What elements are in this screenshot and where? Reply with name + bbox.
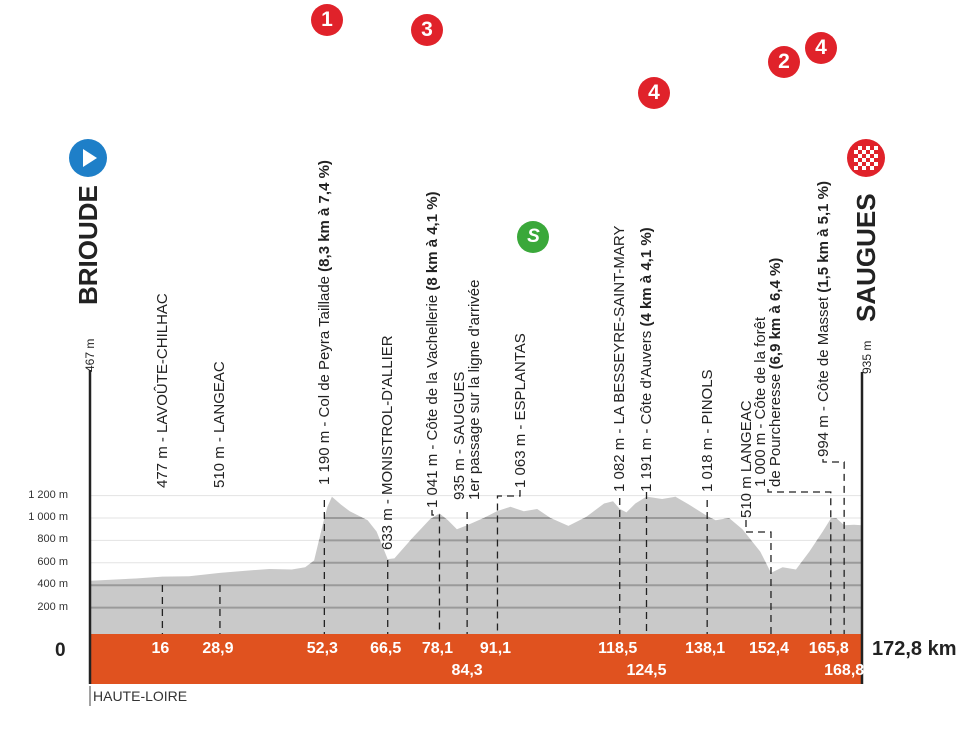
waypoint-name-line2: de Pourcheresse bbox=[767, 373, 784, 487]
elevation-profile-area bbox=[91, 496, 862, 634]
waypoint-name: 994 m - Côte de Masset bbox=[814, 296, 832, 457]
waypoint-dashed-line bbox=[745, 520, 772, 634]
waypoint-name: 1 063 m - ESPLANTAS bbox=[511, 333, 529, 488]
waypoint-name: 1 191 m - Côte d'Auvers bbox=[637, 330, 655, 492]
climb-category-badge: 4 bbox=[805, 32, 837, 64]
waypoint-name: 510 m - LANGEAC bbox=[211, 361, 229, 488]
waypoint-label: 1 190 m - Col de Peyra Taillade (8,3 km … bbox=[315, 160, 333, 485]
waypoint-label: 1 063 m - ESPLANTAS bbox=[511, 333, 529, 488]
waypoint-label: 935 m - SAUGUES 1er passage sur la ligne … bbox=[451, 279, 484, 501]
start-town-name: BRIOUDE bbox=[73, 185, 103, 305]
y-tick-label: 800 m bbox=[37, 533, 68, 546]
waypoint-label: 1 041 m - Côte de la Vachellerie (8 km à… bbox=[423, 191, 441, 508]
y-tick-label: 200 m bbox=[37, 600, 68, 613]
start-altitude: 467 m bbox=[83, 338, 97, 372]
waypoint-dashed-line bbox=[767, 489, 832, 634]
y-tick-label: 1 200 m bbox=[28, 488, 68, 501]
climb-stats: (4 km à 4,1 %) bbox=[637, 227, 655, 327]
sprint-icon: S bbox=[517, 221, 550, 253]
waypoint-dashed-line bbox=[431, 510, 441, 634]
y-tick-label: 600 m bbox=[37, 555, 68, 568]
waypoint-dashed-line bbox=[496, 490, 521, 634]
finish-checkered-flag-icon bbox=[847, 139, 885, 177]
waypoint-name: 633 m - MONISTROL-D'ALLIER bbox=[379, 335, 397, 550]
region-label: HAUTE-LOIRE bbox=[93, 688, 188, 704]
waypoint-label: 633 m - MONISTROL-D'ALLIER bbox=[379, 335, 397, 550]
climb-stats: (8,3 km à 7,4 %) bbox=[315, 160, 333, 272]
km-label: 91,1 bbox=[479, 640, 512, 657]
km-label: 78,1 bbox=[421, 640, 454, 657]
waypoint-label: 1 191 m - Côte d'Auvers (4 km à 4,1 %) bbox=[637, 227, 655, 492]
finish-town-name: SAUGUES bbox=[851, 193, 881, 322]
waypoint-name-line2: 1er passage sur la ligne d'arrivée bbox=[466, 279, 484, 501]
km-label: 84,3 bbox=[451, 662, 483, 679]
km-label: 138,1 bbox=[685, 640, 726, 657]
play-triangle-icon bbox=[83, 149, 97, 167]
climb-stats: (1,5 km à 5,1 %) bbox=[814, 181, 832, 293]
total-distance-label: 172,8 km bbox=[872, 638, 957, 660]
checkered-flag-icon bbox=[854, 146, 878, 170]
climb-stats: (8 km à 4,1 %) bbox=[423, 191, 441, 291]
waypoint-name: 477 m - LAVOÛTE-CHILHAC bbox=[153, 293, 171, 488]
waypoint-dashed-line bbox=[822, 459, 845, 634]
km-label: 168,8 bbox=[824, 662, 865, 679]
waypoint-label: 510 m - LANGEAC bbox=[211, 361, 229, 488]
km-bar bbox=[90, 634, 862, 684]
waypoint-name: 1 082 m - LA BESSEYRE-SAINT-MARY bbox=[611, 225, 629, 492]
km-label: 118,5 bbox=[598, 640, 638, 657]
zero-label: 0 bbox=[55, 640, 66, 661]
y-tick-label: 400 m bbox=[37, 578, 68, 591]
climb-category-badge: 4 bbox=[638, 77, 670, 109]
waypoint-label: 477 m - LAVOÛTE-CHILHAC bbox=[153, 293, 171, 488]
waypoint-name: 1 190 m - Col de Peyra Taillade bbox=[315, 275, 333, 485]
waypoint-label: 1 082 m - LA BESSEYRE-SAINT-MARY bbox=[611, 225, 629, 492]
km-label: 124,5 bbox=[626, 662, 667, 679]
start-play-icon bbox=[69, 139, 107, 177]
km-label: 152,4 bbox=[748, 640, 789, 657]
km-label: 66,5 bbox=[370, 640, 402, 657]
climb-category-badge: 1 bbox=[311, 4, 343, 36]
climb-category-badge: 3 bbox=[411, 14, 443, 46]
waypoint-label: 994 m - Côte de Masset (1,5 km à 5,1 %) bbox=[814, 181, 832, 457]
waypoint-label: 1 018 m - PINOLS bbox=[698, 369, 716, 492]
km-label: 16 bbox=[151, 640, 170, 657]
waypoint-label: 1 000 m - Côte de la forêt de Pourcheress… bbox=[752, 257, 784, 487]
climb-category-badge: 2 bbox=[768, 46, 800, 78]
waypoint-name: 1 018 m - PINOLS bbox=[698, 369, 716, 492]
y-tick-label: 1 000 m bbox=[28, 511, 68, 523]
km-label: 165,8 bbox=[808, 640, 849, 657]
finish-altitude: 935 m bbox=[860, 340, 874, 374]
km-label: 28,9 bbox=[202, 640, 234, 657]
waypoint-name: 1 041 m - Côte de la Vachellerie bbox=[423, 294, 441, 508]
climb-stats: (6,9 km à 6,4 %) bbox=[767, 257, 784, 370]
km-label: 52,3 bbox=[306, 640, 338, 657]
